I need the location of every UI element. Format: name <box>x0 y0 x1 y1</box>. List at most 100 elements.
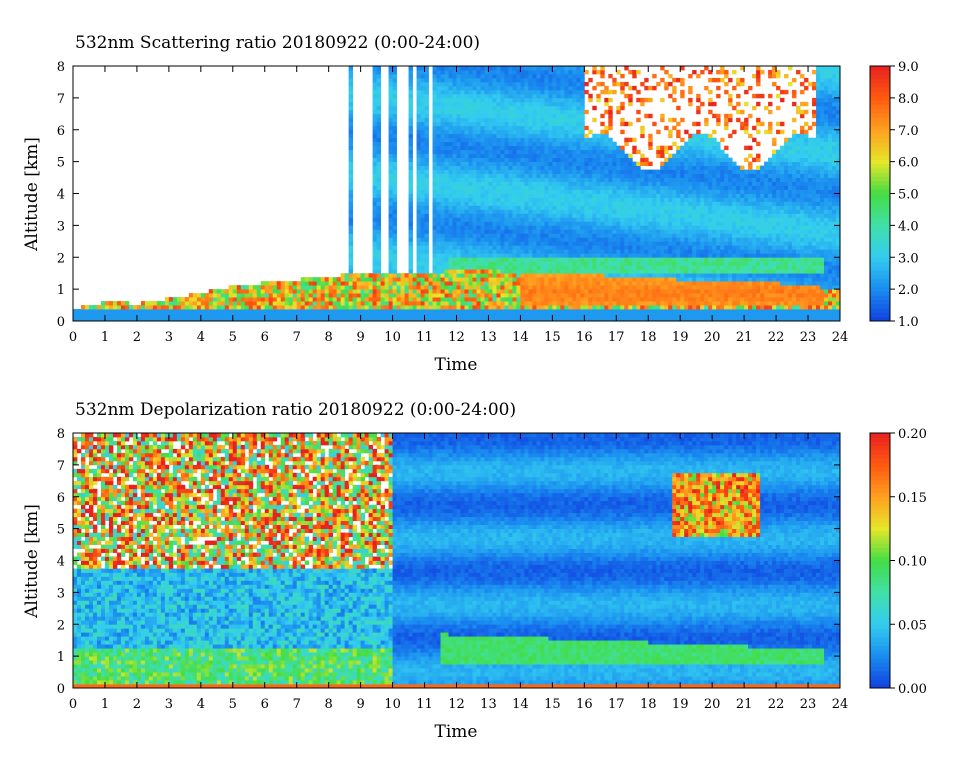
scattering-ratio-cell <box>408 145 413 151</box>
scattering-ratio-cell <box>344 297 350 302</box>
scattering-ratio-cell <box>544 141 549 147</box>
scattering-ratio-cell <box>672 293 677 298</box>
scattering-ratio-cell <box>448 97 453 103</box>
scattering-ratio-cell <box>472 93 477 99</box>
scattering-ratio-cell <box>496 93 501 99</box>
scattering-ratio-cell <box>296 285 302 290</box>
scattering-ratio-cell <box>604 173 609 178</box>
scattering-ratio-cell <box>376 221 381 226</box>
scattering-ratio-cell <box>592 221 597 226</box>
scattering-ratio-cell <box>484 177 489 182</box>
scattering-ratio-cell <box>488 265 493 270</box>
scattering-ratio-cell <box>408 269 413 274</box>
scattering-ratio-cell <box>472 249 477 254</box>
scattering-ratio-cell <box>688 85 693 91</box>
scattering-ratio-cell <box>512 313 517 318</box>
scattering-ratio-cell <box>612 301 617 306</box>
scattering-ratio-cell <box>488 73 493 79</box>
scattering-ratio-cell <box>464 165 469 170</box>
scattering-ratio-cell <box>372 201 377 206</box>
scattering-ratio-cell <box>532 229 537 234</box>
scattering-ratio-cell <box>616 105 621 111</box>
scattering-ratio-cell <box>536 149 541 155</box>
scattering-ratio-cell <box>496 285 501 290</box>
scattering-ratio-cell <box>548 257 553 262</box>
scattering-ratio-cell <box>660 213 665 218</box>
scattering-ratio-cell <box>384 317 389 322</box>
scattering-ratio-cell <box>372 93 377 99</box>
scattering-ratio-cell <box>376 89 381 95</box>
scattering-ratio-cell <box>584 309 589 314</box>
scattering-ratio-cell <box>436 189 441 194</box>
scattering-ratio-cell <box>452 129 457 135</box>
scattering-ratio-cell <box>444 133 449 139</box>
scattering-ratio-cell <box>632 205 637 210</box>
scattering-ratio-cell <box>520 293 525 298</box>
scattering-ratio-cell <box>512 245 517 250</box>
scattering-ratio-cell <box>536 237 541 242</box>
scattering-ratio-cell <box>456 149 461 155</box>
scattering-ratio-cell <box>552 97 557 103</box>
scattering-ratio-cell <box>504 85 509 91</box>
scattering-ratio-cell <box>452 265 457 270</box>
scattering-ratio-cell <box>448 101 453 107</box>
scattering-ratio-cell <box>540 241 545 246</box>
scattering-ratio-cell <box>496 253 501 258</box>
scattering-ratio-cell <box>512 185 517 190</box>
scattering-ratio-cell <box>620 209 625 214</box>
scattering-ratio-cell <box>448 173 453 178</box>
scattering-ratio-cell <box>432 141 437 147</box>
scattering-ratio-cell <box>608 181 613 186</box>
scattering-ratio-cell <box>496 125 501 131</box>
scattering-ratio-cell <box>540 137 545 143</box>
scattering-ratio-cell <box>552 133 557 139</box>
scattering-ratio-cell <box>552 161 557 167</box>
scattering-ratio-cell <box>408 289 413 294</box>
scattering-ratio-cell <box>328 309 334 314</box>
scattering-ratio-cell <box>372 105 377 111</box>
scattering-ratio-cell <box>528 165 533 170</box>
scattering-ratio-cell <box>644 77 649 83</box>
scattering-ratio-cell <box>392 173 397 178</box>
scattering-ratio-cell <box>280 281 286 286</box>
scattering-ratio-cell <box>516 245 521 250</box>
scattering-ratio-cell <box>264 293 270 298</box>
scattering-ratio-cell <box>544 209 549 214</box>
scattering-ratio-cell <box>640 193 645 198</box>
scattering-ratio-cell <box>548 269 553 274</box>
scattering-ratio-cell <box>516 277 521 282</box>
scattering-ratio-cell <box>388 97 393 103</box>
scattering-ratio-cell <box>652 301 657 306</box>
scattering-ratio-cell <box>556 66 561 71</box>
scattering-ratio-cell <box>456 265 461 270</box>
scattering-ratio-cell <box>392 217 397 222</box>
scattering-ratio-cell <box>372 113 377 119</box>
scattering-ratio-cell <box>608 205 613 210</box>
scattering-ratio-cell <box>596 137 601 143</box>
scattering-ratio-cell <box>584 225 589 230</box>
scattering-ratio-cell <box>444 77 449 83</box>
scattering-ratio-cell <box>572 125 577 131</box>
scattering-ratio-cell <box>624 317 629 322</box>
scattering-ratio-cell <box>484 181 489 186</box>
scattering-ratio-cell <box>484 97 489 103</box>
scattering-ratio-cell <box>512 285 517 290</box>
scattering-ratio-cell <box>420 193 425 198</box>
scattering-ratio-cell <box>680 213 685 218</box>
scattering-ratio-cell <box>496 277 501 282</box>
scattering-ratio-cell <box>680 149 685 155</box>
scattering-ratio-cell <box>444 69 449 75</box>
scattering-ratio-cell <box>644 313 649 318</box>
scattering-ratio-cell <box>448 69 453 75</box>
scattering-ratio-cell <box>568 81 573 87</box>
scattering-ratio-cell <box>252 313 258 318</box>
scattering-ratio-cell <box>516 189 521 194</box>
scattering-ratio-cell <box>664 281 669 286</box>
scattering-ratio-cell <box>344 293 350 298</box>
scattering-ratio-cell <box>568 225 573 230</box>
scattering-ratio-cell <box>484 157 489 163</box>
scattering-ratio-cell <box>620 273 625 278</box>
scattering-ratio-cell <box>576 197 581 202</box>
scattering-ratio-cell <box>584 193 589 198</box>
scattering-ratio-cell <box>500 185 505 190</box>
